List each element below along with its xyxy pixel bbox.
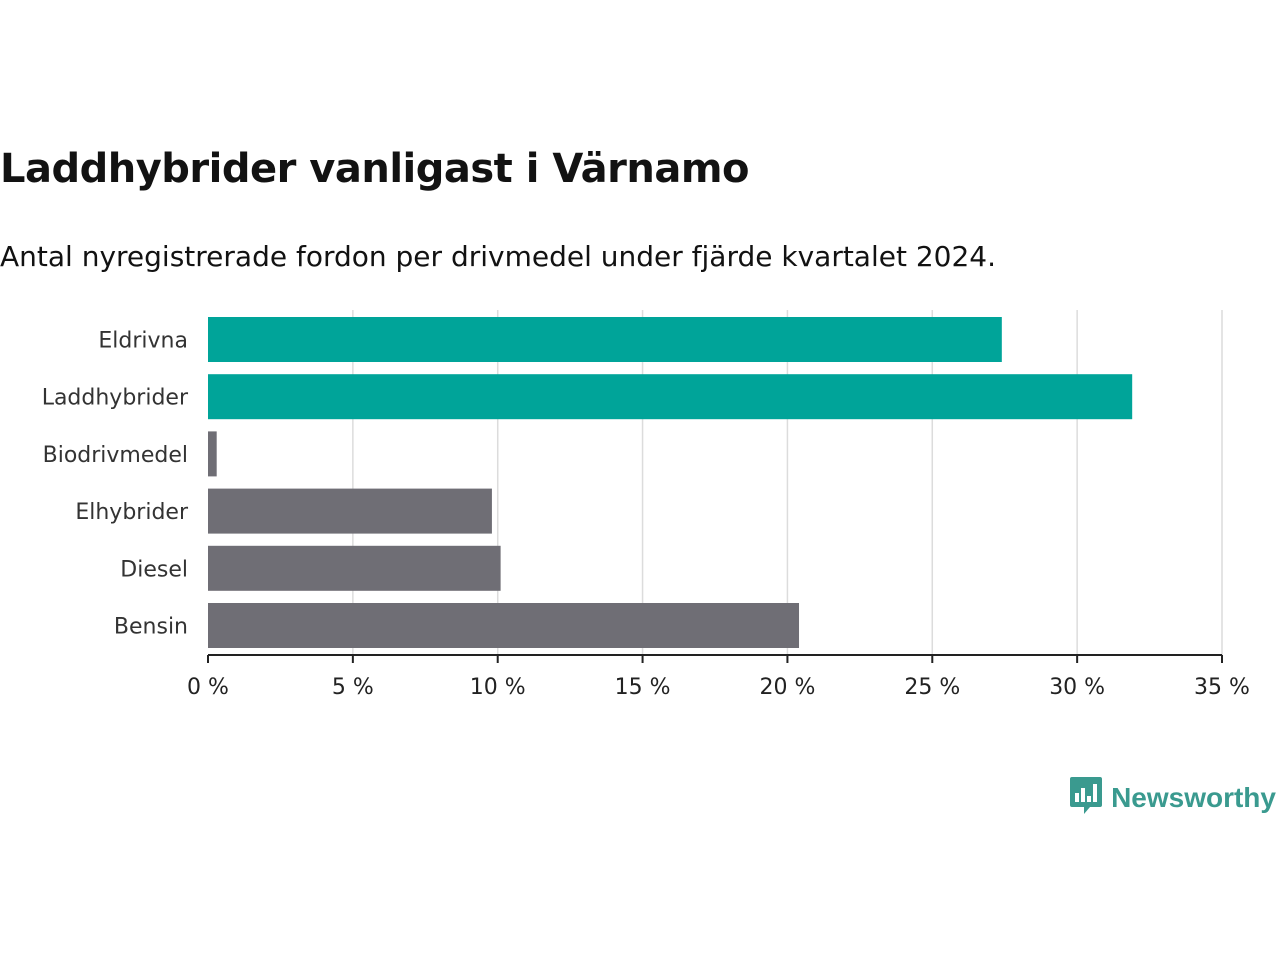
chart-subtitle: Antal nyregistrerade fordon per drivmede… [0,240,997,273]
category-label: Biodrivmedel [43,443,188,468]
category-labels: Eldrivna Laddhybrider Biodrivmedel Elhybrid… [42,329,189,640]
category-label: Laddhybrider [42,386,189,411]
bar-biodrivmedel [208,431,217,477]
bar-chart: Eldrivna Laddhybrider Biodrivmedel Elhybrid… [42,310,1250,700]
bar-elhybrider [208,488,492,534]
category-label: Eldrivna [98,329,188,354]
category-label: Diesel [120,557,188,582]
x-tick-label: 35 % [1194,675,1250,700]
brand-logo: Newsworthy [1069,776,1276,820]
category-label: Bensin [114,615,188,640]
category-label: Elhybrider [75,500,189,525]
x-tick-label: 10 % [470,675,526,700]
bar-eldrivna [208,317,1002,362]
x-axis: 0 % 5 % 10 % 15 % 20 % 25 % 30 % 35 % [187,654,1250,700]
x-tick-label: 25 % [904,675,960,700]
chart-title: Laddhybrider vanligast i Värnamo [0,146,749,192]
bar-diesel [208,545,501,591]
x-tick-label: 30 % [1049,675,1105,700]
gridlines [352,310,1223,655]
newsworthy-logo-icon [1069,776,1103,820]
brand-name: Newsworthy [1111,782,1276,813]
bar-laddhybrider [208,374,1133,420]
x-tick-label: 15 % [615,675,671,700]
x-tick-label: 0 % [187,675,229,700]
x-tick-label: 5 % [332,675,374,700]
bars [208,317,1133,648]
x-tick-label: 20 % [759,675,815,700]
bar-bensin [208,603,800,648]
